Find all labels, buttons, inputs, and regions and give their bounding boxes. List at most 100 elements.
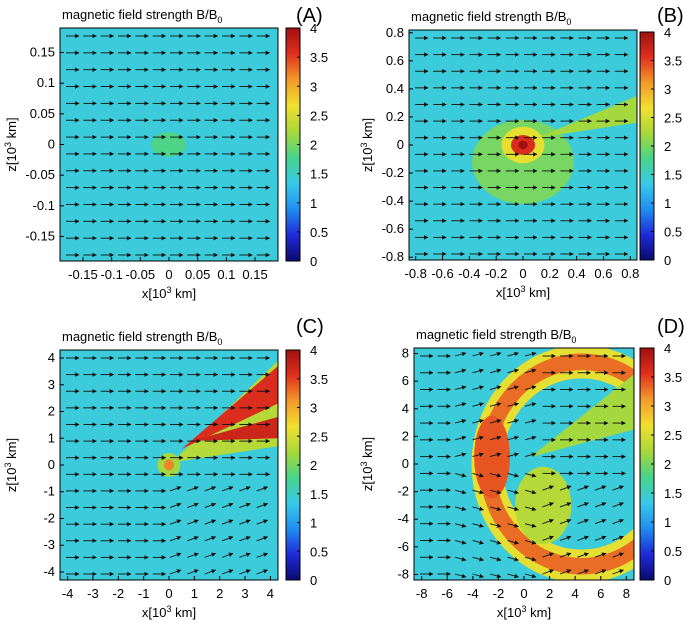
- x-tick-label: 4: [572, 586, 579, 601]
- field-arrow: [256, 569, 269, 575]
- field-arrow: [524, 523, 537, 528]
- x-tick-label: -4: [62, 586, 74, 601]
- field-arrow: [454, 402, 467, 407]
- field-arrow: [454, 452, 467, 458]
- y-tick-label: 3: [48, 377, 55, 392]
- field-arrow: [489, 452, 502, 458]
- x-tick-label: -1: [138, 586, 150, 601]
- y-tick-label: 0.8: [386, 25, 404, 40]
- colorbar-tick-label: 2: [664, 457, 671, 472]
- field-arrow: [169, 536, 182, 542]
- field-arrow: [559, 569, 572, 575]
- field-arrow: [489, 573, 502, 579]
- heatmap-feature-spot: [474, 415, 510, 499]
- x-tick-label: -0.6: [431, 266, 453, 281]
- field-arrow: [454, 418, 467, 424]
- field-arrow: [612, 569, 624, 575]
- field-arrow: [204, 486, 217, 492]
- x-tick-label: -2: [493, 586, 505, 601]
- y-tick-label: 1: [48, 430, 55, 445]
- field-arrow: [524, 472, 537, 478]
- colorbar-tick-label: 2: [664, 139, 671, 154]
- x-tick-label: 0: [519, 266, 526, 281]
- vector-field: [66, 33, 271, 258]
- x-tick-label: 2: [546, 586, 553, 601]
- colorbar-tick-label: 4: [664, 25, 671, 40]
- field-arrow: [187, 519, 199, 525]
- field-arrow: [594, 535, 607, 541]
- y-tick-label: 0: [397, 137, 404, 152]
- field-arrow: [454, 506, 467, 512]
- colorbar: 0 0.5 1 1.5 2 2.5 3 3.5 4: [639, 25, 682, 268]
- colorbar-tick-label: 2.5: [310, 429, 328, 444]
- field-arrow: [256, 519, 269, 525]
- field-arrow: [204, 502, 217, 508]
- colorbar-tick-label: 3: [310, 79, 317, 94]
- field-arrow: [612, 552, 624, 558]
- x-tick-label: 0.8: [621, 266, 639, 281]
- field-arrow: [577, 552, 589, 558]
- field-arrow: [256, 502, 269, 508]
- y-tick-label: -8: [397, 566, 409, 581]
- heatmap-feature-spot: [163, 459, 175, 471]
- field-arrow: [489, 489, 502, 495]
- x-tick-label: -2: [113, 586, 125, 601]
- vector-field: [415, 35, 629, 257]
- field-arrow: [489, 523, 502, 528]
- field-arrow: [542, 485, 554, 491]
- colorbar-tick-label: 0: [310, 573, 317, 588]
- colorbar-tick-label: 4: [310, 21, 317, 36]
- field-arrow: [472, 540, 484, 545]
- x-tick-label: 6: [597, 586, 604, 601]
- y-tick-label: 0.15: [30, 45, 55, 60]
- y-tick-label: 0: [402, 456, 409, 471]
- field-arrow: [559, 518, 572, 525]
- x-tick-label: 8: [623, 586, 630, 601]
- field-arrow: [577, 535, 589, 541]
- colorbar-tick-label: 3: [664, 82, 671, 97]
- x-axis-label: x[103 km]: [496, 284, 550, 300]
- colorbar-tick-label: 1: [310, 516, 317, 531]
- field-arrow: [454, 368, 467, 374]
- field-arrow: [187, 502, 199, 508]
- field-arrow: [559, 535, 572, 541]
- colorbar-tick-label: 3.5: [310, 372, 328, 387]
- field-arrow: [524, 452, 537, 458]
- y-tick-label: 0.05: [30, 106, 55, 121]
- x-tick-label: -6: [441, 586, 453, 601]
- field-arrow: [239, 552, 251, 558]
- x-tick-label: 0.6: [594, 266, 612, 281]
- colorbar-tick-label: 3.5: [310, 50, 328, 65]
- colorbar-tick-label: 2.5: [310, 108, 328, 123]
- field-arrow: [612, 535, 624, 541]
- field-arrow: [489, 435, 502, 441]
- field-arrow: [542, 552, 554, 558]
- field-arrow: [454, 540, 467, 545]
- panel-c: -4 -3 -2 -1 0 1 2 3 4 -4 -3 -2 -1 0 1 2 3 4 magnetic field…: [3, 316, 328, 620]
- x-tick-label: 0.05: [185, 267, 210, 282]
- colorbar-tick-label: 1: [310, 196, 317, 211]
- colorbar-tick-label: 3.5: [664, 370, 682, 385]
- field-arrow: [542, 518, 554, 525]
- vector-field: [66, 355, 271, 577]
- field-arrow: [472, 385, 484, 390]
- colorbar-tick-label: 0.5: [664, 544, 682, 559]
- colorbar-tick-label: 0.5: [664, 225, 682, 240]
- field-arrow: [454, 556, 467, 562]
- field-arrow: [594, 518, 607, 525]
- x-tick-label: 0: [165, 267, 172, 282]
- x-tick-label: -0.2: [485, 266, 507, 281]
- colorbar-tick-label: 0: [664, 253, 671, 268]
- field-arrow: [524, 418, 537, 424]
- field-arrow: [559, 485, 572, 491]
- field-arrow: [472, 573, 484, 579]
- field-arrow: [454, 435, 467, 441]
- field-arrow: [472, 523, 484, 528]
- field-arrow: [507, 402, 519, 407]
- field-arrow: [507, 573, 519, 579]
- x-tick-label: 0.15: [242, 267, 267, 282]
- x-tick-label: 4: [267, 586, 274, 601]
- colorbar-tick-label: 3: [664, 399, 671, 414]
- colorbar-tick-label: 2: [310, 138, 317, 153]
